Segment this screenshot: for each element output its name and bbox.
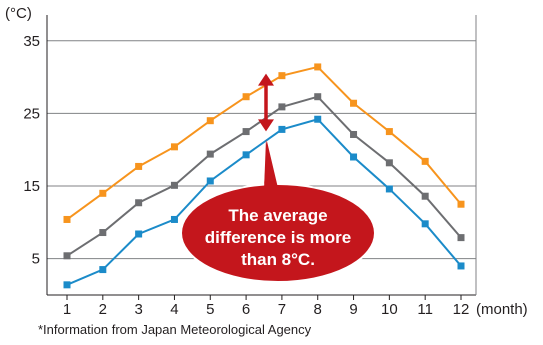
data-point — [135, 199, 143, 207]
data-point — [206, 150, 214, 158]
data-point — [278, 103, 286, 111]
axes — [46, 15, 477, 300]
y-tick-label: 5 — [32, 251, 40, 268]
data-point — [421, 192, 429, 200]
data-point — [421, 220, 429, 228]
x-tick-label: 3 — [134, 301, 142, 318]
y-tick-label: 15 — [23, 178, 40, 195]
y-tick-labels: 5 15 25 35 (°C) — [5, 5, 40, 268]
footnote: *Information from Japan Meteorological A… — [38, 322, 312, 337]
x-tick-label: 1 — [63, 301, 71, 318]
data-point — [242, 151, 250, 159]
data-point — [135, 162, 143, 170]
data-point — [421, 157, 429, 165]
data-point — [99, 229, 107, 237]
data-point — [314, 93, 322, 101]
data-point — [135, 230, 143, 238]
data-point — [99, 189, 107, 197]
y-unit-label: (°C) — [5, 5, 32, 22]
data-point — [242, 93, 250, 101]
difference-arrow-down-head — [258, 119, 274, 132]
x-tick-label: 12 — [453, 301, 470, 318]
x-tick-label: 11 — [417, 301, 433, 318]
data-point — [314, 115, 322, 123]
data-point — [170, 143, 178, 151]
x-tick-label: 2 — [99, 301, 107, 318]
x-tick-label: 10 — [381, 301, 398, 318]
data-point — [63, 281, 71, 289]
x-tick-label: 7 — [278, 301, 286, 318]
series-line-1 — [66, 95, 462, 257]
data-point — [63, 215, 71, 223]
data-point — [206, 177, 214, 185]
data-point — [350, 130, 358, 138]
callout-pointer-fill — [264, 141, 278, 188]
callout-text-line: than 8°C. — [241, 250, 315, 269]
data-point — [457, 262, 465, 270]
y-tick-label: 25 — [23, 105, 40, 122]
x-tick-label: 5 — [206, 301, 214, 318]
series-line-0 — [66, 65, 462, 221]
data-point — [385, 185, 393, 193]
data-point — [457, 200, 465, 208]
data-point — [63, 252, 71, 260]
series-points — [63, 63, 465, 289]
data-point — [170, 181, 178, 189]
data-point — [350, 153, 358, 161]
data-point — [314, 63, 322, 71]
x-tick-labels: 1 2 3 4 5 6 7 8 9 10 11 12 (month) — [63, 301, 528, 318]
data-point — [278, 72, 286, 80]
data-point — [99, 266, 107, 274]
callout-bubble — [180, 183, 376, 283]
data-point — [170, 215, 178, 223]
x-unit-label: (month) — [476, 301, 528, 318]
data-point — [242, 128, 250, 136]
y-tick-label: 35 — [23, 33, 40, 50]
callout-text-line: The average — [228, 206, 327, 225]
x-tick-label: 9 — [349, 301, 357, 318]
data-point — [385, 128, 393, 136]
series-lines — [66, 65, 462, 286]
difference-arrow-up-head — [258, 73, 274, 86]
callout-text-line: difference is more — [205, 228, 351, 247]
x-tick-label: 4 — [170, 301, 178, 318]
data-point — [457, 234, 465, 242]
difference-callout: The average difference is more than 8°C. — [180, 73, 376, 283]
data-point — [278, 125, 286, 133]
data-point — [350, 99, 358, 107]
x-tick-label: 6 — [242, 301, 250, 318]
x-tick-label: 8 — [314, 301, 322, 318]
data-point — [206, 117, 214, 125]
series-line-2 — [66, 118, 462, 286]
data-point — [385, 159, 393, 167]
